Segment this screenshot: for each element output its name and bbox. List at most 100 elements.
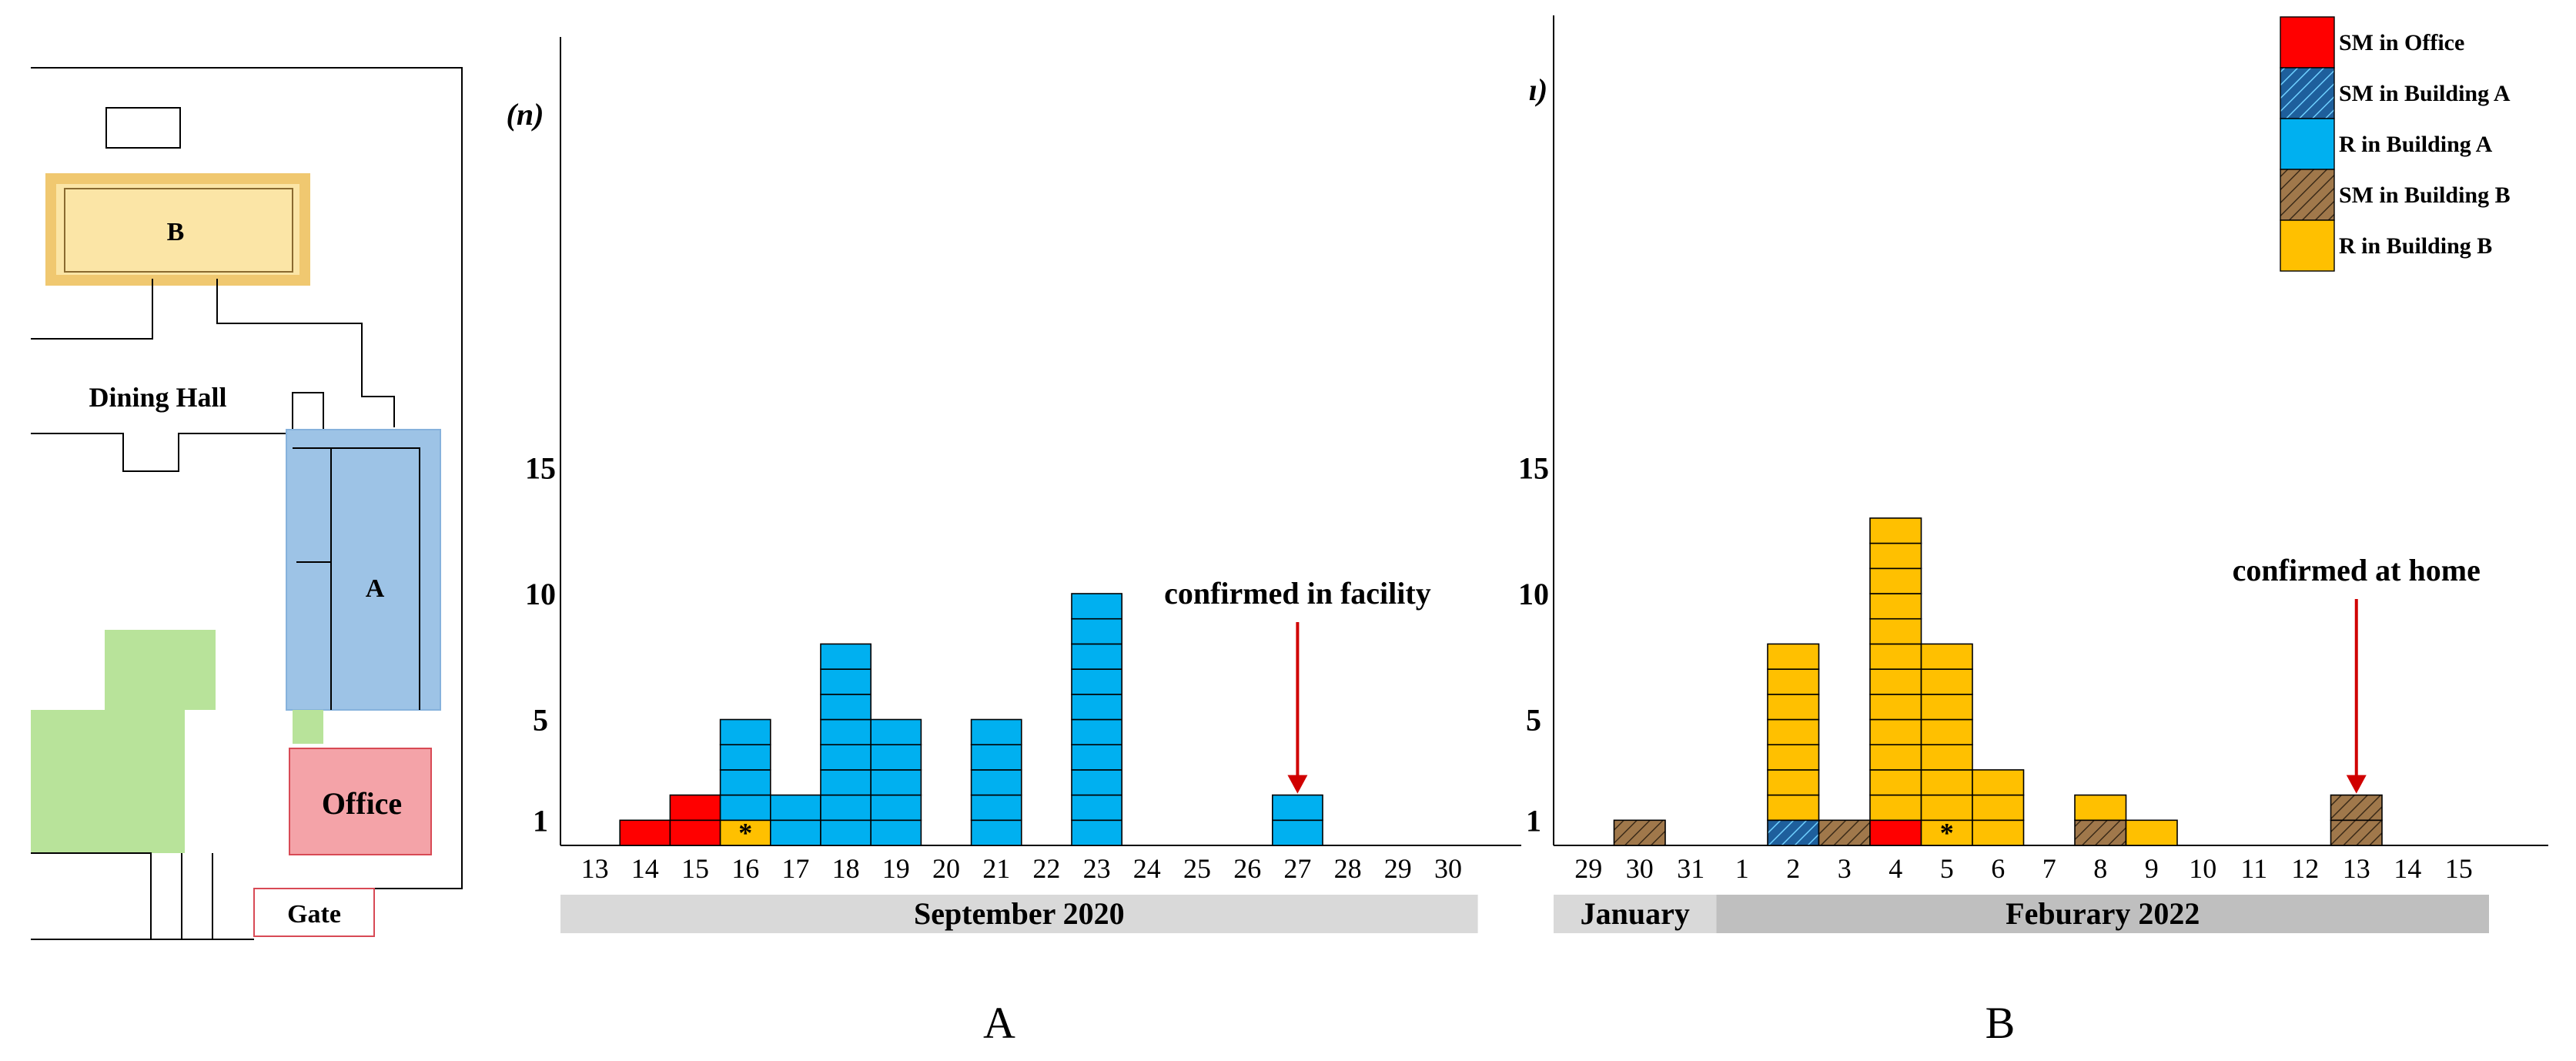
case-cell bbox=[1920, 794, 1973, 822]
annotation: confirmed in facility bbox=[1164, 576, 1431, 794]
x-tick-label: 13 bbox=[581, 853, 609, 884]
case-cell bbox=[1071, 794, 1122, 822]
x-tick-label: 26 bbox=[1233, 853, 1261, 884]
period-label: September 2020 bbox=[914, 896, 1125, 931]
case-cell bbox=[2125, 819, 2178, 846]
case-cell bbox=[970, 819, 1022, 846]
case-cell bbox=[1920, 744, 1973, 771]
x-tick-label: 11 bbox=[2240, 853, 2267, 884]
map-building-b bbox=[45, 173, 310, 286]
asterisk-marker: * bbox=[738, 818, 752, 848]
case-cell bbox=[1767, 643, 1820, 670]
x-tick-label: 13 bbox=[2343, 853, 2370, 884]
case-cell bbox=[1071, 744, 1122, 771]
x-tick-label: 25 bbox=[1183, 853, 1211, 884]
x-tick-label: 10 bbox=[2189, 853, 2216, 884]
period-label: Feburary 2022 bbox=[2006, 896, 2200, 931]
case-cell bbox=[1972, 794, 2025, 822]
annotation-arrowhead bbox=[1287, 775, 1308, 794]
x-tick-label: 29 bbox=[1384, 853, 1412, 884]
case-cell bbox=[1272, 819, 1323, 846]
case-cell bbox=[870, 769, 922, 796]
case-cell bbox=[820, 718, 871, 746]
map-green-area bbox=[31, 630, 216, 853]
case-cell bbox=[820, 668, 871, 695]
case-cell bbox=[1071, 718, 1122, 746]
legend-label: SM in Building A bbox=[2339, 81, 2511, 106]
case-cell bbox=[1071, 819, 1122, 846]
case-cell bbox=[1767, 819, 1820, 846]
case-cell bbox=[1818, 819, 1871, 846]
map-label-gate: Gate bbox=[287, 900, 341, 929]
x-tick-label: 16 bbox=[731, 853, 759, 884]
x-tick-label: 14 bbox=[2394, 853, 2421, 884]
case-cell bbox=[870, 794, 922, 822]
case-cell bbox=[669, 819, 721, 846]
x-tick-labels: 13 14 15 16 17 18 19 20 21 22 23 24 25 26 27 28 29 30 bbox=[581, 853, 1462, 884]
y-tick-label: 5 bbox=[1526, 703, 1541, 738]
case-cell bbox=[870, 718, 922, 746]
case-cell bbox=[1869, 819, 1922, 846]
legend-swatch bbox=[2280, 16, 2335, 69]
case-cell bbox=[820, 769, 871, 796]
case-cell bbox=[1920, 668, 1973, 695]
annotation-text: confirmed in facility bbox=[1164, 576, 1431, 611]
period-bands: September 2020 bbox=[560, 895, 1478, 933]
case-cell bbox=[1869, 542, 1922, 570]
x-tick-label: 2 bbox=[1786, 853, 1800, 884]
case-cell bbox=[820, 693, 871, 721]
map-label-dining-hall: Dining Hall bbox=[89, 382, 226, 413]
case-cell bbox=[970, 769, 1022, 796]
x-tick-label: 6 bbox=[1991, 853, 2005, 884]
period-band bbox=[1554, 895, 1717, 933]
period-bands: January Feburary 2022 bbox=[1554, 895, 2489, 933]
case-cell bbox=[1272, 794, 1323, 822]
x-tick-label: 24 bbox=[1133, 853, 1161, 884]
map-label-a: A bbox=[366, 574, 385, 603]
case-cell bbox=[1920, 769, 1973, 796]
annotation-arrowhead bbox=[2346, 775, 2367, 794]
y-tick-label: 10 bbox=[1518, 577, 1549, 611]
x-tick-labels: 29 30 31 1 2 3 4 5 6 7 8 9 10 11 12 13 14 15 bbox=[1574, 853, 2473, 884]
x-tick-label: 19 bbox=[882, 853, 910, 884]
case-cell bbox=[669, 794, 721, 822]
case-cell bbox=[719, 794, 771, 822]
y-tick-label: 1 bbox=[533, 803, 548, 838]
case-cell bbox=[1767, 668, 1820, 695]
case-cell bbox=[970, 718, 1022, 746]
legend-swatch bbox=[2280, 118, 2335, 170]
case-cell bbox=[2074, 819, 2127, 846]
case-cells: * bbox=[1613, 517, 2383, 848]
x-tick-label: 14 bbox=[631, 853, 659, 884]
case-cell bbox=[1613, 819, 1666, 846]
case-cell bbox=[1920, 693, 1973, 721]
case-cell bbox=[719, 744, 771, 771]
case-cell bbox=[619, 819, 671, 846]
case-cell bbox=[1071, 693, 1122, 721]
case-cell bbox=[970, 794, 1022, 822]
case-cell bbox=[2074, 794, 2127, 822]
case-cell bbox=[1920, 643, 1973, 670]
case-cell bbox=[1071, 593, 1122, 620]
x-tick-label: 7 bbox=[2042, 853, 2056, 884]
period-band bbox=[560, 895, 1478, 933]
case-cell bbox=[1869, 769, 1922, 796]
y-axis-label: ı) bbox=[1529, 72, 1547, 107]
x-tick-label: 30 bbox=[1434, 853, 1462, 884]
annotation: confirmed at home bbox=[2233, 553, 2481, 794]
case-cell bbox=[1767, 744, 1820, 771]
case-cell bbox=[1767, 718, 1820, 746]
case-cell bbox=[719, 769, 771, 796]
map-small-building bbox=[105, 107, 181, 149]
case-cell bbox=[1071, 618, 1122, 645]
case-cell bbox=[1071, 668, 1122, 695]
x-tick-label: 9 bbox=[2145, 853, 2159, 884]
legend-swatch bbox=[2280, 219, 2335, 272]
map-gate bbox=[253, 888, 375, 937]
x-tick-label: 31 bbox=[1677, 853, 1705, 884]
case-cell bbox=[1920, 718, 1973, 746]
legend-label: R in Building A bbox=[2339, 132, 2493, 157]
